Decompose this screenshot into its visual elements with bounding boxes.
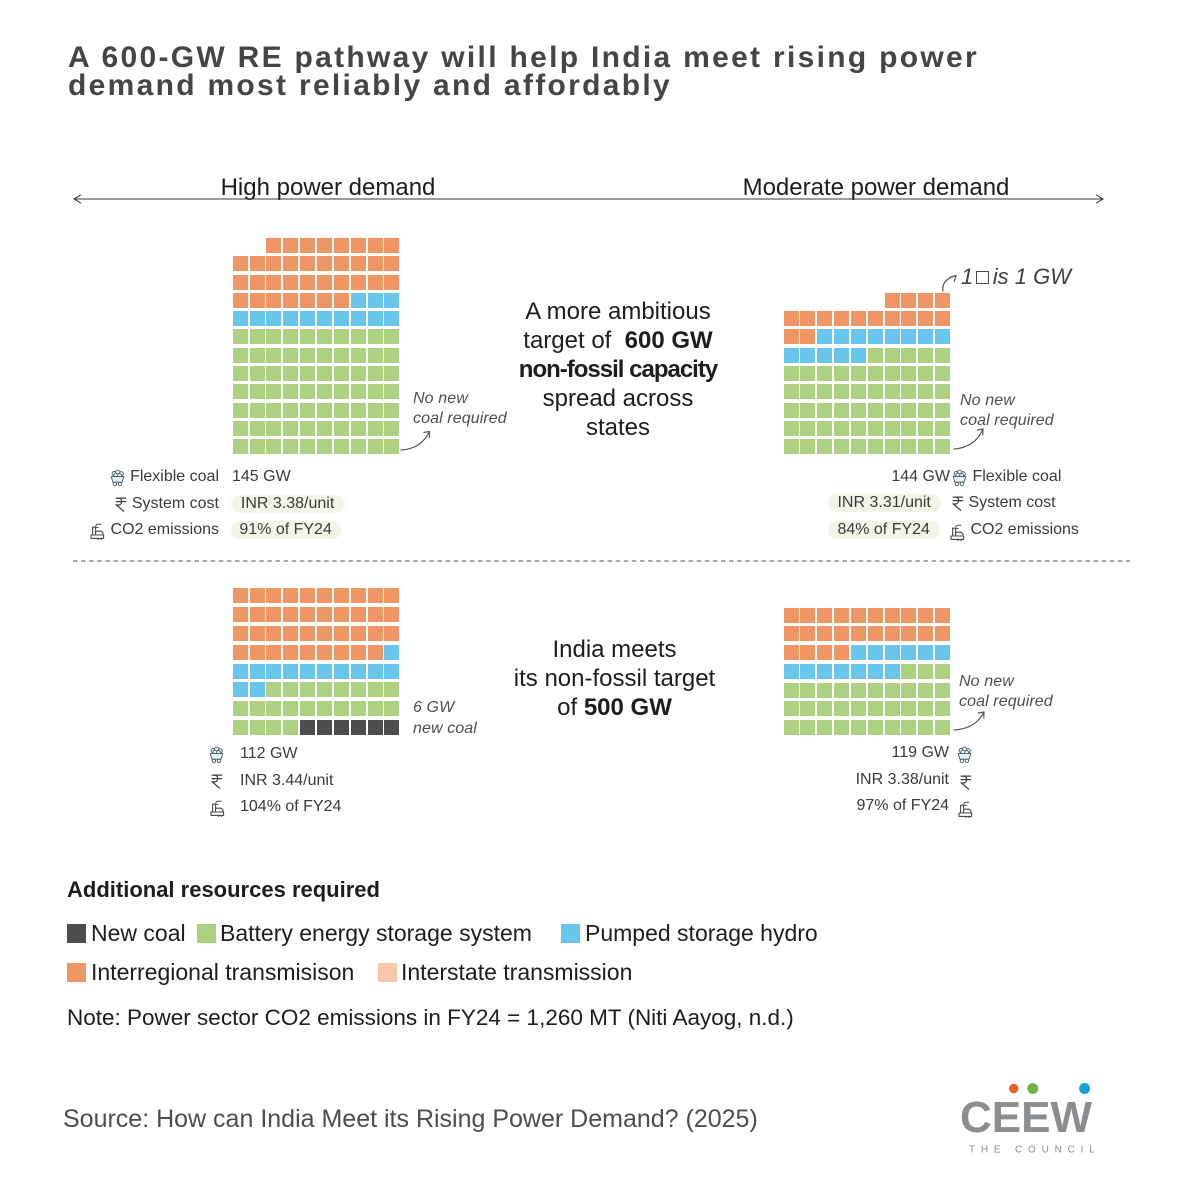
svg-text:THE COUNCIL: THE COUNCIL <box>969 1145 1101 1156</box>
svg-text:CEEW: CEEW <box>960 1093 1092 1142</box>
